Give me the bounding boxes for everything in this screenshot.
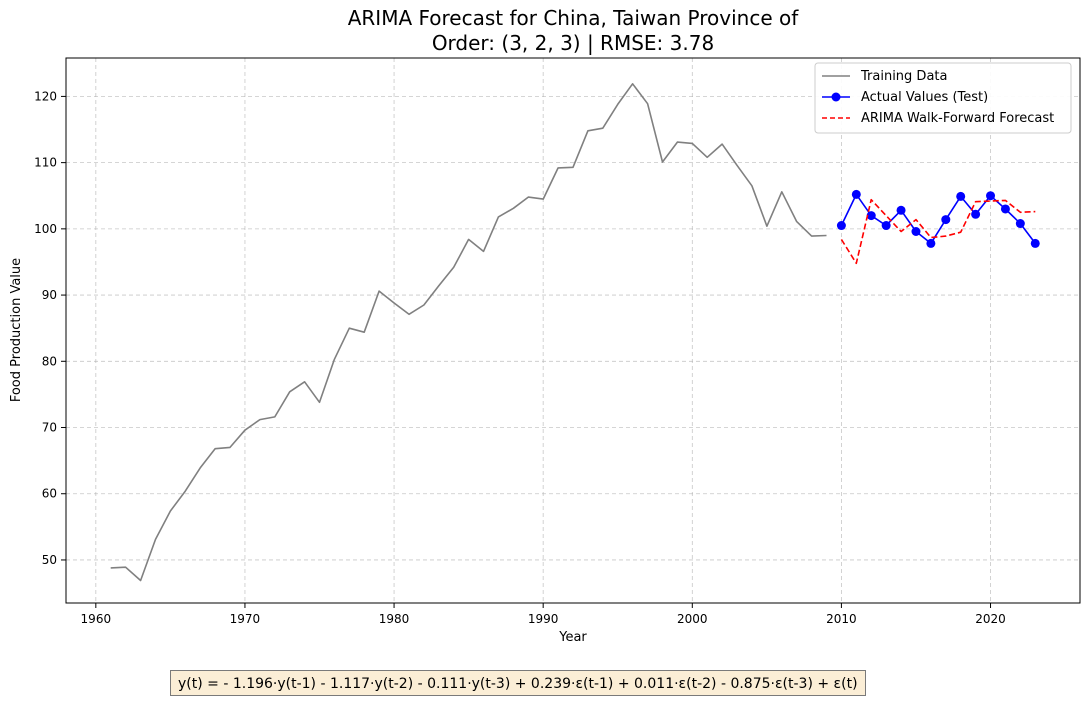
y-tick-label: 80 xyxy=(42,354,57,368)
actual-value-point xyxy=(956,191,966,201)
chart: ARIMA Forecast for China, Taiwan Provinc… xyxy=(9,6,1081,645)
actual-value-point xyxy=(986,191,996,201)
axis-ticks: 1960 1970 1980 1990 2000 2010 2020 50 60 70 80 90 10… xyxy=(34,89,1006,626)
x-tick-label: 2000 xyxy=(677,612,708,626)
y-tick-label: 70 xyxy=(42,421,57,435)
chart-title-line2: Order: (3, 2, 3) | RMSE: 3.78 xyxy=(432,31,714,55)
legend-label-training: Training Data xyxy=(860,69,947,84)
actual-value-point xyxy=(851,189,861,199)
actual-value-point xyxy=(941,215,951,225)
equation-box: y(t) = - 1.196·y(t-1) - 1.117·y(t-2) - 0… xyxy=(170,670,866,696)
actual-value-point xyxy=(896,205,906,215)
grid xyxy=(66,58,1080,603)
y-tick-label: 90 xyxy=(42,288,57,302)
actual-value-point xyxy=(1000,204,1010,214)
x-tick-label: 2020 xyxy=(975,612,1006,626)
x-axis-label: Year xyxy=(558,630,587,645)
x-tick-label: 1980 xyxy=(379,612,410,626)
plot-frame xyxy=(65,57,1081,604)
x-tick-label: 1970 xyxy=(230,612,261,626)
y-tick-label: 60 xyxy=(42,487,57,501)
chart-title-line1: ARIMA Forecast for China, Taiwan Provinc… xyxy=(348,6,800,30)
legend-box xyxy=(814,62,1072,134)
x-tick-label: 1990 xyxy=(528,612,559,626)
actual-value-point xyxy=(866,211,876,221)
y-tick-label: 110 xyxy=(34,156,57,170)
actual-value-point xyxy=(1015,219,1025,229)
y-tick-label: 120 xyxy=(34,89,57,103)
training-data-line xyxy=(110,83,827,582)
x-tick-label: 2010 xyxy=(826,612,857,626)
forecast-line xyxy=(840,198,1036,265)
plot-series xyxy=(110,83,1040,582)
actual-value-point xyxy=(836,221,846,231)
actual-value-point xyxy=(971,209,981,219)
x-tick-label: 1960 xyxy=(81,612,112,626)
legend-marker-actual xyxy=(831,92,841,102)
legend-label-actual: Actual Values (Test) xyxy=(861,90,988,105)
actual-value-point xyxy=(881,221,891,231)
legend-label-forecast: ARIMA Walk-Forward Forecast xyxy=(861,111,1054,126)
y-tick-label: 50 xyxy=(42,553,57,567)
y-axis-label: Food Production Value xyxy=(9,258,24,402)
actual-value-point xyxy=(1030,238,1040,248)
legend: Training Data Actual Values (Test) ARIMA… xyxy=(814,62,1072,134)
actual-value-point xyxy=(911,226,921,236)
y-tick-label: 100 xyxy=(34,222,57,236)
actual-value-point xyxy=(926,238,936,248)
